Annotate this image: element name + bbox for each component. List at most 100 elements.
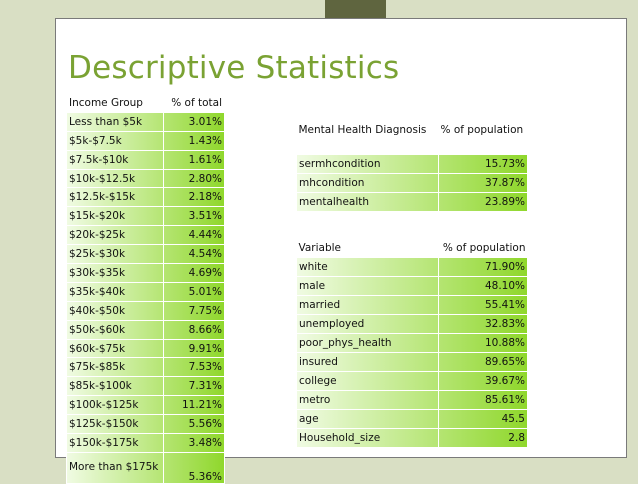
mental-row-value: 23.89% (438, 192, 528, 212)
income-pct-cell: 3.51% (163, 206, 225, 227)
mental-row: mhcondition 37.87% (296, 173, 528, 193)
income-row: $10k-$12.5k 2.80% (66, 168, 225, 189)
income-pct-cell: 1.61% (163, 149, 225, 170)
variable-header-row: Variable % of population (296, 239, 528, 258)
income-row: $50k-$60k 8.66% (66, 319, 225, 340)
income-row: $60k-$75k 9.91% (66, 338, 225, 359)
income-row: $30k-$35k 4.69% (66, 263, 225, 283)
income-row: $25k-$30k 4.54% (66, 244, 225, 265)
income-pct-cell: 2.80% (163, 168, 225, 189)
variable-row-label: age (296, 409, 439, 429)
income-group-cell: $50k-$60k (66, 319, 164, 340)
income-pct-cell: 4.44% (163, 225, 225, 246)
income-group-cell: $12.5k-$15k (66, 187, 164, 208)
variable-row-label: metro (296, 390, 439, 410)
variable-row-value: 2.8 (438, 428, 528, 448)
income-pct-cell: 3.48% (163, 433, 225, 453)
variable-row: metro 85.61% (296, 390, 528, 410)
variable-row-value: 10.88% (438, 333, 528, 353)
variable-row: Household_size 2.8 (296, 428, 528, 448)
income-row: $5k-$7.5k 1.43% (66, 130, 225, 151)
income-group-header: Income Group (66, 93, 164, 113)
variable-row-value: 48.10% (438, 276, 528, 296)
income-pct-cell: 9.91% (163, 338, 225, 359)
income-group-cell: $10k-$12.5k (66, 168, 164, 189)
income-pct-cell: 4.69% (163, 263, 225, 283)
population-header: % of population (438, 120, 528, 155)
variable-row-label: white (296, 257, 439, 277)
income-row: $7.5k-$10k 1.61% (66, 149, 225, 170)
income-pct-cell: 1.43% (163, 130, 225, 151)
income-pct-cell: 7.31% (163, 376, 225, 397)
income-pct-cell: 7.75% (163, 300, 225, 321)
income-group-cell: $5k-$7.5k (66, 130, 164, 151)
variable-header: Variable (296, 239, 439, 258)
variable-table: Variable % of population white 71.90% male… (296, 239, 528, 448)
variable-row: poor_phys_health 10.88% (296, 333, 528, 353)
variable-row-label: married (296, 295, 439, 315)
variable-row: white 71.90% (296, 257, 528, 277)
variable-row-value: 45.5 (438, 409, 528, 429)
mental-row-label: mentalhealth (296, 192, 439, 212)
income-pct-cell: 2.18% (163, 187, 225, 208)
income-pct-cell: 4.54% (163, 244, 225, 265)
mental-row: mentalhealth 23.89% (296, 192, 528, 212)
mental-row-label: sermhcondition (296, 154, 439, 174)
income-group-cell: $25k-$30k (66, 244, 164, 265)
income-row: $125k-$150k 5.56% (66, 414, 225, 435)
variable-row-label: college (296, 371, 439, 391)
income-group-cell: $85k-$100k (66, 376, 164, 397)
income-header-row: Income Group % of total (66, 93, 225, 113)
income-row: Less than $5k 3.01% (66, 111, 225, 132)
income-pct-cell: 8.66% (163, 319, 225, 340)
income-group-cell: $100k-$125k (66, 395, 164, 416)
income-group-cell: $7.5k-$10k (66, 149, 164, 170)
income-row: $75k-$85k 7.53% (66, 357, 225, 378)
mental-row-value: 37.87% (438, 173, 528, 193)
income-group-cell: $150k-$175k (66, 433, 164, 453)
income-group-cell: $35k-$40k (66, 281, 164, 302)
income-group-cell: $60k-$75k (66, 338, 164, 359)
mental-row-label: mhcondition (296, 173, 439, 193)
variable-row-label: unemployed (296, 314, 439, 334)
income-row: $15k-$20k 3.51% (66, 206, 225, 227)
income-group-cell: $30k-$35k (66, 263, 164, 283)
variable-row-value: 55.41% (438, 295, 528, 315)
mental-row-value: 15.73% (438, 154, 528, 174)
income-group-cell: $20k-$25k (66, 225, 164, 246)
variable-row-value: 39.67% (438, 371, 528, 391)
variable-row-value: 32.83% (438, 314, 528, 334)
variable-row: unemployed 32.83% (296, 314, 528, 334)
mental-row: sermhcondition 15.73% (296, 154, 528, 174)
variable-row: age 45.5 (296, 409, 528, 429)
income-group-cell: $125k-$150k (66, 414, 164, 435)
mental-header-row: Mental Health Diagnosis % of population (296, 120, 528, 155)
income-row: $20k-$25k 4.44% (66, 225, 225, 246)
income-row: $150k-$175k 3.48% (66, 433, 225, 453)
diagnosis-header: Mental Health Diagnosis (296, 120, 439, 155)
variable-row-value: 71.90% (438, 257, 528, 277)
variable-row: male 48.10% (296, 276, 528, 296)
income-row: $40k-$50k 7.75% (66, 300, 225, 321)
variable-row-value: 89.65% (438, 352, 528, 372)
income-pct-cell: 5.56% (163, 414, 225, 435)
income-pct-cell: 5.01% (163, 281, 225, 302)
income-pct-cell: 11.21% (163, 395, 225, 416)
variable-row-label: male (296, 276, 439, 296)
income-row: $35k-$40k 5.01% (66, 281, 225, 302)
income-row: $100k-$125k 11.21% (66, 395, 225, 416)
income-table: Income Group % of total Less than $5k 3.0… (66, 93, 225, 484)
income-group-cell: Less than $5k (66, 111, 164, 132)
mental-health-table: Mental Health Diagnosis % of population … (296, 120, 528, 212)
pct-total-header: % of total (163, 93, 225, 113)
income-group-cell: $75k-$85k (66, 357, 164, 378)
variable-row: college 39.67% (296, 371, 528, 391)
income-pct-cell: 3.01% (163, 111, 225, 132)
income-row: $12.5k-$15k 2.18% (66, 187, 225, 208)
income-row: $85k-$100k 7.31% (66, 376, 225, 397)
variable-row-value: 85.61% (438, 390, 528, 410)
slide-title: Descriptive Statistics (68, 50, 400, 86)
income-group-cell: $15k-$20k (66, 206, 164, 227)
variable-row-label: insured (296, 352, 439, 372)
variable-row: insured 89.65% (296, 352, 528, 372)
